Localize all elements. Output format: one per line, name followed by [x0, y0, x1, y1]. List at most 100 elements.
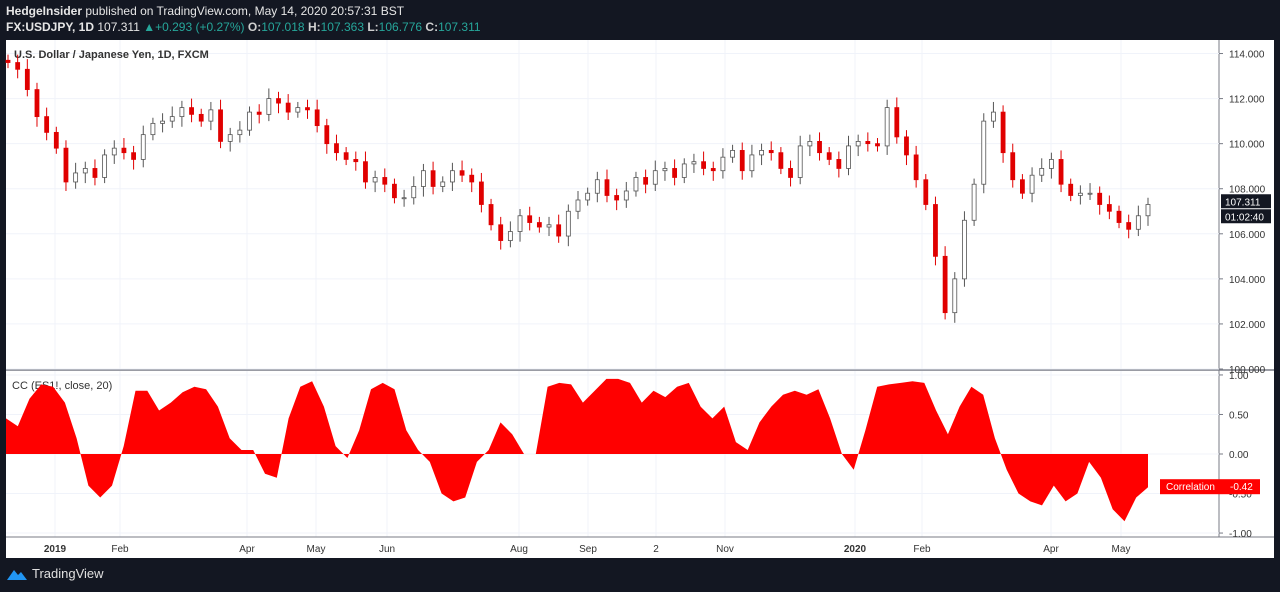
candle-body: [488, 204, 494, 226]
candle-body: [1145, 204, 1151, 217]
cc-tick-label: 0.00: [1229, 450, 1249, 461]
last-price-tag: [1221, 194, 1271, 209]
candle-body: [15, 62, 21, 70]
candle-body: [546, 224, 552, 228]
candle-body: [739, 150, 745, 172]
candle-body: [478, 181, 484, 205]
candle-body: [92, 168, 98, 178]
cc-tick-label: -0.50: [1229, 490, 1252, 501]
candle-body: [82, 168, 88, 174]
candle-body: [295, 107, 301, 113]
candle-body: [585, 192, 591, 201]
candle-body: [710, 168, 716, 172]
candle-body: [121, 147, 127, 154]
tradingview-brand[interactable]: TradingView: [6, 566, 104, 581]
candle-body: [952, 278, 958, 314]
candle-body: [1020, 179, 1025, 194]
candle-body: [498, 224, 504, 241]
cc-tick-label: 1.00: [1229, 371, 1249, 382]
last-price-label: 107.311: [1225, 197, 1261, 208]
open-value: 107.018: [261, 20, 305, 34]
countdown-tag: [1221, 209, 1271, 224]
candle-body: [778, 152, 784, 169]
candle-body: [807, 141, 813, 147]
time-axis-label: Nov: [716, 544, 734, 555]
author-name[interactable]: HedgeInsider: [6, 4, 83, 18]
correlation-series-label: Correlation: [1166, 482, 1215, 493]
candle-body: [169, 116, 175, 122]
published-text: published on TradingView.com, May 14, 20…: [85, 4, 405, 18]
time-axis-label: Apr: [239, 544, 255, 555]
candle-body: [469, 174, 475, 183]
open-label: O:: [247, 20, 262, 34]
candle-body: [913, 154, 919, 181]
candle-body: [247, 111, 252, 131]
candle-body: [63, 147, 69, 183]
candle-body: [401, 197, 407, 200]
candle-body: [614, 195, 620, 201]
candle-body: [1077, 192, 1083, 196]
candle-body: [623, 190, 629, 201]
candle-body: [681, 163, 687, 178]
candle-body: [865, 141, 871, 145]
time-axis-label: Sep: [579, 544, 597, 555]
chart-area[interactable]: 100.000 102.000 104.000 106.000 108.000 110.0…: [0, 0, 1280, 566]
candle-body: [1010, 152, 1016, 181]
time-axis-label: Apr: [1043, 544, 1059, 555]
price-tick-label: 110.000: [1229, 140, 1265, 151]
candle-body: [720, 156, 726, 172]
candle-body: [450, 170, 455, 183]
candle-body: [749, 154, 755, 172]
time-axis-label: Aug: [510, 544, 528, 555]
candle-body: [421, 170, 426, 187]
candle-body: [334, 143, 339, 154]
price-tick-label: 100.000: [1229, 365, 1266, 376]
candle-body: [411, 186, 417, 199]
candle-body: [150, 122, 156, 136]
candle-body: [1048, 159, 1054, 169]
candle-body: [652, 170, 658, 185]
change-value: +0.293 (+0.27%): [155, 20, 245, 34]
candle-body: [817, 141, 822, 154]
candle-body: [1000, 111, 1006, 154]
candle-body: [672, 168, 678, 178]
candle-body: [788, 168, 793, 178]
countdown-label: 01:02:40: [1225, 212, 1264, 223]
candle-body: [942, 255, 948, 314]
candle-body: [691, 161, 697, 165]
candle-body: [565, 210, 571, 237]
candle-body: [285, 102, 291, 113]
candle-body: [1068, 183, 1074, 196]
candle-body: [256, 111, 262, 115]
candle-body: [604, 179, 610, 196]
candle-body: [353, 159, 359, 163]
candle-body: [131, 152, 136, 160]
candle-body: [933, 204, 938, 257]
candle-body: [1039, 168, 1045, 176]
candle-body: [759, 150, 764, 156]
brand-label: TradingView: [32, 566, 104, 581]
time-axis-label: May: [307, 544, 326, 555]
candle-body: [160, 120, 165, 124]
time-axis-label: May: [1112, 544, 1131, 555]
candle-body: [140, 134, 146, 160]
candle-body: [1116, 210, 1122, 223]
up-arrow-icon: ▲: [143, 20, 156, 34]
price-tick-label: 114.000: [1229, 50, 1265, 61]
time-axis-label: Jun: [379, 544, 395, 555]
candle-body: [575, 199, 581, 212]
candle-body: [111, 147, 117, 156]
candle-body: [730, 150, 735, 158]
candle-body: [1106, 204, 1112, 212]
candle-body: [392, 183, 397, 199]
price-tick-label: 108.000: [1229, 185, 1266, 196]
candle-body: [884, 107, 890, 147]
candle-body: [507, 231, 513, 241]
last-price: 107.311: [97, 20, 140, 34]
candle-body: [218, 109, 223, 142]
candle-body: [971, 183, 977, 221]
candle-body: [34, 89, 40, 118]
candle-body: [836, 159, 842, 169]
time-axis-label: 2: [653, 544, 659, 555]
candle-body: [1126, 222, 1132, 230]
